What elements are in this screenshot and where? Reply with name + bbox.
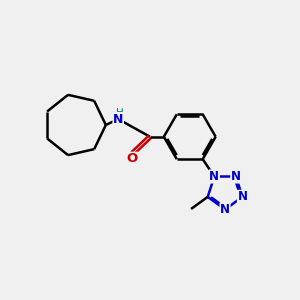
Text: N: N	[220, 203, 230, 216]
Text: N: N	[237, 190, 248, 203]
Text: O: O	[127, 152, 138, 165]
Text: N: N	[113, 112, 123, 126]
Text: N: N	[209, 170, 219, 183]
Text: H: H	[116, 108, 124, 118]
Text: N: N	[231, 170, 241, 183]
